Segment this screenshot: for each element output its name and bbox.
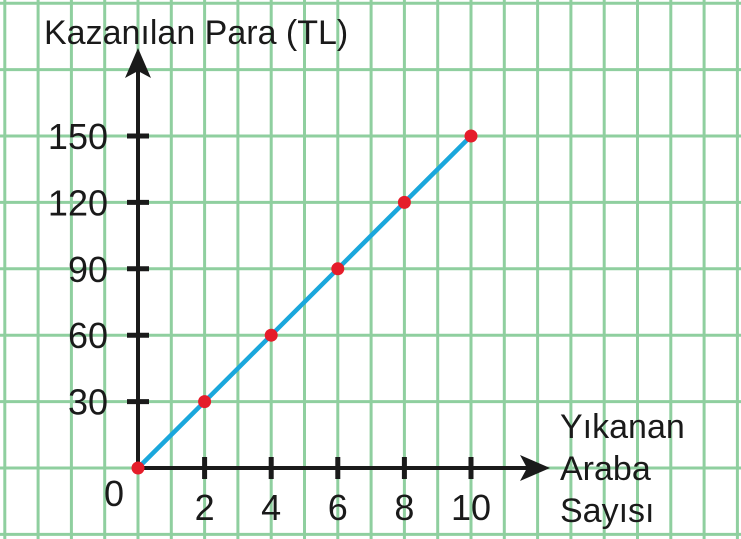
ticks: 2 4 6 8 10 30 60 90 120 150 [48,116,491,528]
series-line [136,134,473,470]
data-point [331,262,345,276]
x-axis-label-line-3: Sayısı [560,492,654,530]
labels: Kazanılan Para (TL) Yıkanan Araba Sayısı… [44,14,685,530]
y-tick-label: 150 [48,116,108,157]
x-axis-arrow [520,455,550,481]
y-tick-label: 90 [68,249,108,290]
x-axis-label-line-1: Yıkanan [560,408,685,446]
x-tick-label: 6 [328,487,348,528]
x-tick-label: 4 [261,487,281,528]
origin-label: 0 [104,473,124,514]
y-axis-label: Kazanılan Para (TL) [44,14,348,52]
x-axis-label-line-2: Araba [560,450,651,488]
data-point [198,395,212,409]
data-point [397,195,411,209]
x-tick-label: 2 [195,487,215,528]
x-tick-label: 10 [451,487,491,528]
y-tick-label: 30 [68,382,108,423]
y-tick-label: 120 [48,182,108,223]
data-point [264,328,278,342]
y-tick-label: 60 [68,315,108,356]
y-axis-arrow [125,48,151,78]
x-tick-label: 8 [394,487,414,528]
data-point [464,129,478,143]
series [131,129,478,475]
data-point [131,461,145,475]
